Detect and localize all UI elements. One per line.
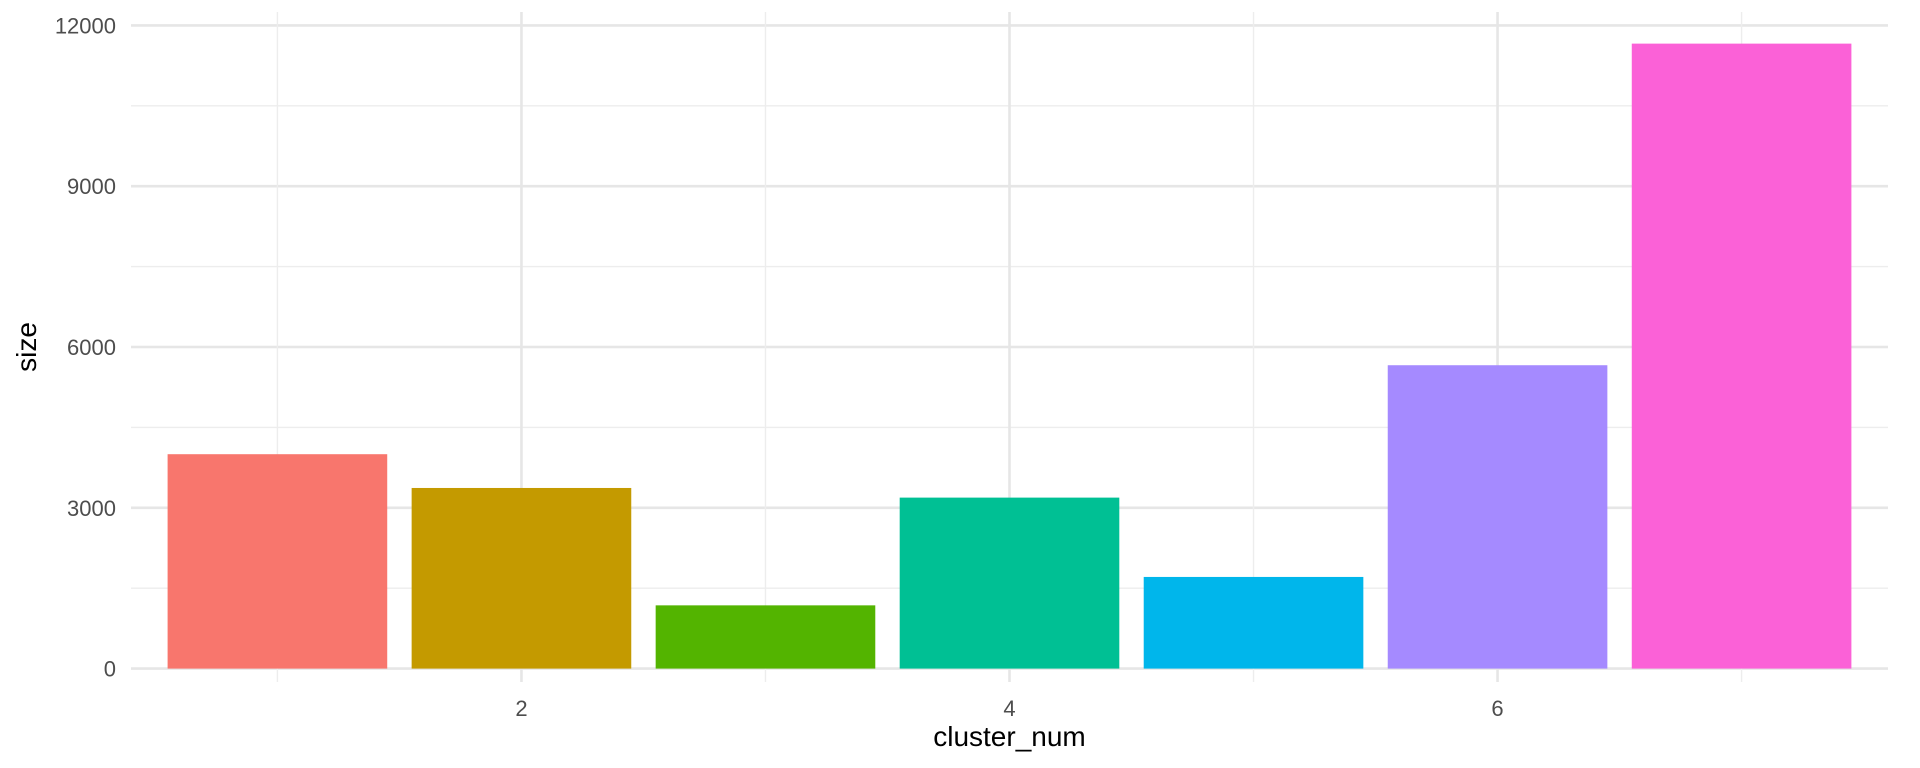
bar-cluster-2 bbox=[411, 487, 632, 669]
bar-cluster-6 bbox=[1387, 365, 1608, 669]
x-axis-title: cluster_num bbox=[933, 721, 1086, 752]
y-tick-label: 6000 bbox=[67, 335, 116, 360]
bar-cluster-4 bbox=[899, 497, 1120, 669]
bar-cluster-5 bbox=[1143, 576, 1364, 669]
bar-cluster-1 bbox=[167, 454, 388, 669]
x-tick-label: 6 bbox=[1491, 696, 1503, 721]
bar-cluster-3 bbox=[655, 605, 876, 669]
x-tick-label: 4 bbox=[1003, 696, 1015, 721]
y-axis-title: size bbox=[11, 322, 42, 372]
y-tick-label: 12000 bbox=[55, 13, 116, 38]
y-tick-label: 3000 bbox=[67, 496, 116, 521]
bars bbox=[167, 43, 1852, 669]
x-tick-label: 2 bbox=[515, 696, 527, 721]
y-axis-ticks: 0 3000 6000 9000 12000 bbox=[55, 13, 116, 681]
y-tick-label: 0 bbox=[104, 657, 116, 682]
x-axis-ticks: 2 4 6 bbox=[515, 696, 1503, 721]
bar-cluster-7 bbox=[1631, 43, 1852, 669]
y-tick-label: 9000 bbox=[67, 174, 116, 199]
